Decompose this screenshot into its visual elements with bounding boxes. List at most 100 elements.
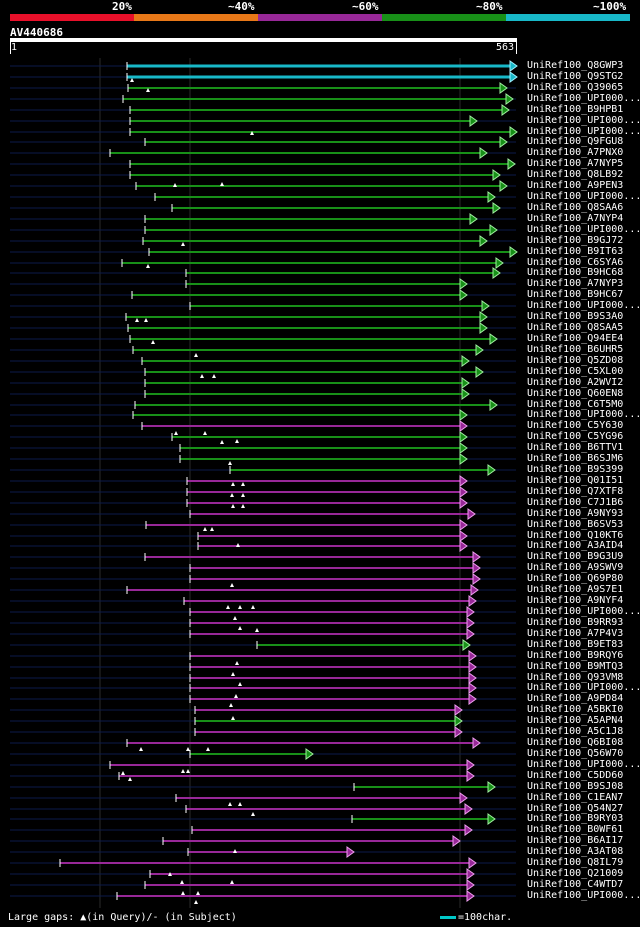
gap-marker	[200, 374, 204, 378]
hit-label[interactable]: UniRef100_B9G3U9	[527, 551, 624, 562]
gap-marker	[233, 616, 237, 620]
hit-label[interactable]: UniRef100_B9SJ08	[527, 781, 624, 792]
hit-label[interactable]: UniRef100_Q56W70	[527, 748, 624, 759]
hit-label[interactable]: UniRef100_C5Y630	[527, 420, 624, 431]
hit-label[interactable]: UniRef100_B9MTQ3	[527, 661, 624, 672]
alignment-arrowhead	[459, 486, 468, 498]
hit-label[interactable]: UniRef100_UPI000...	[527, 224, 640, 235]
gap-marker	[238, 682, 242, 686]
alignment-arrowhead	[466, 879, 475, 891]
hit-label[interactable]: UniRef100_A3AT08	[527, 846, 624, 857]
hit-label[interactable]: UniRef100_C1EAN7	[527, 792, 624, 803]
hit-label[interactable]: UniRef100_Q9FGU8	[527, 136, 624, 147]
hit-label[interactable]: UniRef100_Q60EN8	[527, 388, 624, 399]
hit-label[interactable]: UniRef100_Q8LB92	[527, 169, 624, 180]
hit-label[interactable]: UniRef100_UPI000...	[527, 890, 640, 901]
hit-label[interactable]: UniRef100_A3AID4	[527, 540, 624, 551]
hit-label[interactable]: UniRef100_UPI000...	[527, 93, 640, 104]
hit-label[interactable]: UniRef100_Q10KT6	[527, 530, 624, 541]
hit-label[interactable]: UniRef100_A9NYF4	[527, 595, 624, 606]
hit-label[interactable]: UniRef100_A9PEN3	[527, 180, 624, 191]
hit-label[interactable]: UniRef100_Q5ZD08	[527, 355, 624, 366]
alignment-arrowhead	[462, 639, 471, 651]
hit-label[interactable]: UniRef100_Q01I51	[527, 475, 624, 486]
hit-label[interactable]: UniRef100_C6SYA6	[527, 257, 624, 268]
hit-label[interactable]: UniRef100_UPI000...	[527, 115, 640, 126]
hit-label[interactable]: UniRef100_Q7XTF8	[527, 486, 624, 497]
alignment-arrowhead	[495, 257, 504, 269]
hit-label[interactable]: UniRef100_Q6BI08	[527, 737, 624, 748]
hit-label[interactable]: UniRef100_Q8SAA6	[527, 202, 624, 213]
alignment-arrowhead	[466, 868, 475, 880]
hit-label[interactable]: UniRef100_C7J1B6	[527, 497, 624, 508]
hit-label[interactable]: UniRef100_A7NYP3	[527, 278, 624, 289]
hit-label[interactable]: UniRef100_UPI000...	[527, 126, 640, 137]
hit-label[interactable]: UniRef100_UPI000...	[527, 682, 640, 693]
gap-marker	[146, 88, 150, 92]
hit-label[interactable]: UniRef100_B9RQY6	[527, 650, 624, 661]
alignment-arrowhead	[305, 748, 314, 760]
gap-marker	[181, 769, 185, 773]
hit-label[interactable]: UniRef100_B0WF61	[527, 824, 624, 835]
hit-label[interactable]: UniRef100_Q8GWP3	[527, 60, 624, 71]
hit-label[interactable]: UniRef100_Q8IL79	[527, 857, 624, 868]
alignment-arrowhead	[459, 519, 468, 531]
hit-label[interactable]: UniRef100_A7P4V3	[527, 628, 624, 639]
hit-label[interactable]: UniRef100_A5BKI0	[527, 704, 624, 715]
hit-label[interactable]: UniRef100_UPI000...	[527, 300, 640, 311]
hit-label[interactable]: UniRef100_Q54N27	[527, 803, 624, 814]
hit-label[interactable]: UniRef100_UPI000...	[527, 409, 640, 420]
hit-label[interactable]: UniRef100_B9HC68	[527, 267, 624, 278]
hit-label[interactable]: UniRef100_B6SV53	[527, 519, 624, 530]
hit-label[interactable]: UniRef100_A7PNX0	[527, 147, 624, 158]
hit-label[interactable]: UniRef100_B6SJM6	[527, 453, 624, 464]
hit-label[interactable]: UniRef100_A9SWV9	[527, 562, 624, 573]
hit-label[interactable]: UniRef100_UPI000...	[527, 759, 640, 770]
hit-label[interactable]: UniRef100_UPI000...	[527, 606, 640, 617]
hit-label[interactable]: UniRef100_A9S7E1	[527, 584, 624, 595]
hit-label[interactable]: UniRef100_Q8SAA5	[527, 322, 624, 333]
hit-label[interactable]: UniRef100_C6T5M0	[527, 399, 624, 410]
hit-label[interactable]: UniRef100_Q94EE4	[527, 333, 624, 344]
hit-label[interactable]: UniRef100_A7NYP5	[527, 158, 624, 169]
hit-label[interactable]: UniRef100_B9RR93	[527, 617, 624, 628]
gap-marker	[241, 482, 245, 486]
hit-label[interactable]: UniRef100_Q93VM8	[527, 672, 624, 683]
alignment-arrowhead	[459, 431, 468, 443]
hit-label[interactable]: UniRef100_C5DD60	[527, 770, 624, 781]
alignment-arrowhead	[459, 409, 468, 421]
hit-label[interactable]: UniRef100_B9HC67	[527, 289, 624, 300]
hit-label[interactable]: UniRef100_B9RY03	[527, 813, 624, 824]
hit-label[interactable]: UniRef100_B9ET83	[527, 639, 624, 650]
alignment-arrowhead	[466, 759, 475, 771]
alignment-arrowhead	[492, 202, 501, 214]
hit-label[interactable]: UniRef100_A7NYP4	[527, 213, 624, 224]
hit-label[interactable]: UniRef100_UPI000...	[527, 191, 640, 202]
hit-label[interactable]: UniRef100_Q69P80	[527, 573, 624, 584]
hit-label[interactable]: UniRef100_A9NY93	[527, 508, 624, 519]
hit-label[interactable]: UniRef100_B9S399	[527, 464, 624, 475]
hit-label[interactable]: UniRef100_B9GJ72	[527, 235, 624, 246]
hit-label[interactable]: UniRef100_Q9STG2	[527, 71, 624, 82]
hit-label[interactable]: UniRef100_Q39065	[527, 82, 624, 93]
gap-marker	[181, 891, 185, 895]
hit-label[interactable]: UniRef100_C4WTD7	[527, 879, 624, 890]
hit-label[interactable]: UniRef100_A9PD84	[527, 693, 624, 704]
hit-label[interactable]: UniRef100_B9S3A0	[527, 311, 624, 322]
hit-label[interactable]: UniRef100_Q21009	[527, 868, 624, 879]
hit-label[interactable]: UniRef100_B9HPB1	[527, 104, 624, 115]
hit-label[interactable]: UniRef100_B6TTV1	[527, 442, 624, 453]
gap-marker	[250, 131, 254, 135]
hit-label[interactable]: UniRef100_C5YG96	[527, 431, 624, 442]
hit-label[interactable]: UniRef100_A5C1J8	[527, 726, 624, 737]
hit-label[interactable]: UniRef100_B9IT63	[527, 246, 624, 257]
hit-label[interactable]: UniRef100_B6UHR5	[527, 344, 624, 355]
legend-segment	[134, 14, 258, 21]
hit-label[interactable]: UniRef100_C5XL00	[527, 366, 624, 377]
alignment-arrowhead	[468, 693, 477, 705]
hit-label[interactable]: UniRef100_A5APN4	[527, 715, 624, 726]
hit-label[interactable]: UniRef100_A2WVI2	[527, 377, 624, 388]
hit-label[interactable]: UniRef100_B6AI17	[527, 835, 624, 846]
legend-label-40: ~40%	[228, 0, 255, 13]
alignment-arrowhead	[466, 628, 475, 640]
